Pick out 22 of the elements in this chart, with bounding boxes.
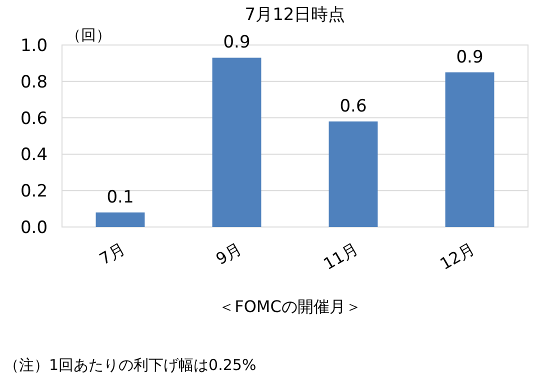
bar [96,212,145,227]
y-tick-label: 0.8 [20,72,48,92]
y-tick-label: 0.0 [20,218,48,238]
data-label: 0.6 [340,96,367,116]
x-tick-label: 11月 [320,239,362,274]
bar [445,72,494,227]
x-tick-label: 12月 [436,239,478,274]
y-tick-label: 0.4 [20,145,48,166]
data-label: 0.9 [456,47,484,68]
data-label: 0.9 [223,32,250,53]
x-axis-title: ＜FOMCの開催月＞ [218,297,362,316]
x-tick-label: 7月 [96,239,128,269]
chart-title: 7月12日時点 [244,5,346,25]
y-axis-title: （回） [66,26,111,44]
x-tick-label: 9月 [212,239,245,269]
y-tick-label: 0.6 [20,108,48,129]
bar [328,121,378,227]
text: （注）1回あたりの利下げ幅は0.25% [4,356,256,374]
y-tick-label: 0.2 [20,182,48,202]
bar [212,58,262,227]
data-label: 0.1 [106,187,134,208]
y-tick-label: 1.0 [20,36,48,56]
